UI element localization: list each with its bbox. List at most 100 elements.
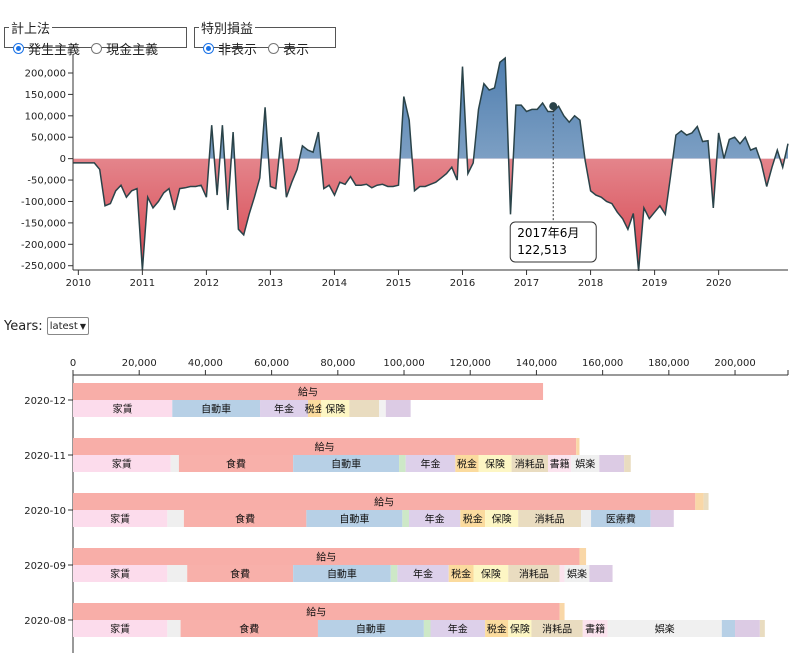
radio-cash[interactable]: 現金主義 <box>91 39 158 58</box>
expense-segment[interactable] <box>167 510 184 527</box>
expense-segment[interactable] <box>599 455 625 472</box>
expense-segment[interactable] <box>721 620 736 637</box>
years-select[interactable]: latest ▼ <box>46 317 89 335</box>
expense-segment[interactable] <box>321 400 350 417</box>
expense-segment[interactable] <box>187 565 294 582</box>
expense-segment[interactable] <box>170 455 179 472</box>
expense-segment-label: 保険 <box>481 568 501 581</box>
expense-segment[interactable] <box>508 620 532 637</box>
expense-segment-label: 書籍 <box>585 623 605 636</box>
expense-segment[interactable] <box>390 565 398 582</box>
expense-segment[interactable] <box>518 510 582 527</box>
expense-segment[interactable] <box>399 455 406 472</box>
expense-segment[interactable] <box>73 565 168 582</box>
expense-segment[interactable] <box>508 565 560 582</box>
expense-segment[interactable] <box>485 510 519 527</box>
tooltip-date: 2017年6月 <box>517 226 579 240</box>
expense-segment[interactable] <box>564 565 590 582</box>
expense-segment[interactable] <box>460 510 486 527</box>
expense-segment[interactable] <box>178 455 294 472</box>
bar-x-tick-label: 200,000 <box>714 358 755 369</box>
expense-segment[interactable] <box>73 400 173 417</box>
expense-segment[interactable] <box>624 455 631 472</box>
expense-segment[interactable] <box>73 510 168 527</box>
expense-segment[interactable] <box>73 455 171 472</box>
expense-segment[interactable] <box>167 620 181 637</box>
expense-segment[interactable] <box>385 400 411 417</box>
tooltip-marker[interactable] <box>549 102 558 111</box>
income-segment[interactable] <box>73 548 580 565</box>
x-tick-label: 2017 <box>514 278 539 289</box>
expense-segment[interactable] <box>402 510 409 527</box>
expense-segment[interactable] <box>591 510 651 527</box>
expense-segment-label: 食費 <box>230 568 250 581</box>
radio-show-indicator[interactable] <box>268 43 280 54</box>
income-segment[interactable] <box>579 548 587 565</box>
expense-segment[interactable] <box>293 565 391 582</box>
expense-segment[interactable] <box>408 510 461 527</box>
expense-segment[interactable] <box>485 620 509 637</box>
expense-segment[interactable] <box>183 510 307 527</box>
income-segment[interactable] <box>703 493 709 510</box>
radio-hide[interactable]: 非表示 <box>203 39 257 58</box>
expense-segment[interactable] <box>478 455 512 472</box>
radio-cash-indicator[interactable] <box>91 43 103 54</box>
radio-show[interactable]: 表示 <box>268 39 309 58</box>
tooltip-value: 122,513 <box>517 243 567 257</box>
expense-segment[interactable] <box>349 400 380 417</box>
expense-segment[interactable] <box>306 510 403 527</box>
expense-segment[interactable] <box>582 620 608 637</box>
expense-segment-label: 娯楽 <box>575 458 595 471</box>
years-label: Years: <box>4 318 43 334</box>
special-gains-legend: 特別損益 <box>201 22 254 37</box>
radio-accrual-indicator[interactable] <box>13 43 24 54</box>
accounting-method-group: 計上法 発生主義 現金主義 <box>4 18 187 58</box>
expense-segment[interactable] <box>308 400 322 417</box>
expense-segment[interactable] <box>167 565 188 582</box>
years-row: Years: latest ▼ <box>4 317 89 335</box>
expense-segment[interactable] <box>531 620 583 637</box>
expense-segment[interactable] <box>607 620 722 637</box>
expense-segment[interactable] <box>581 510 592 527</box>
income-segment[interactable] <box>695 493 704 510</box>
radio-accrual[interactable]: 発生主義 <box>13 39 80 58</box>
income-segment[interactable] <box>576 438 580 455</box>
expense-segment[interactable] <box>430 620 486 637</box>
expense-segment[interactable] <box>455 455 479 472</box>
expense-segment[interactable] <box>448 565 474 582</box>
expense-segment[interactable] <box>759 620 765 637</box>
expense-segment[interactable] <box>423 620 431 637</box>
expense-segment[interactable] <box>589 565 613 582</box>
expense-segment[interactable] <box>473 565 509 582</box>
income-segment[interactable] <box>73 493 696 510</box>
bar-x-tick-label: 100,000 <box>383 358 424 369</box>
radio-hide-indicator[interactable] <box>203 43 214 54</box>
income-segment[interactable] <box>559 603 565 620</box>
expense-segment[interactable] <box>548 455 572 472</box>
expense-segment[interactable] <box>571 455 600 472</box>
expense-segment[interactable] <box>260 400 309 417</box>
income-segment[interactable] <box>73 438 577 455</box>
x-tick-label: 2011 <box>130 278 155 289</box>
x-tick-label: 2015 <box>386 278 411 289</box>
expense-segment[interactable] <box>379 400 386 417</box>
expense-segment[interactable] <box>405 455 456 472</box>
expense-segment[interactable] <box>650 510 674 527</box>
expense-segment[interactable] <box>172 400 261 417</box>
expense-segment[interactable] <box>735 620 760 637</box>
expense-segment[interactable] <box>317 620 424 637</box>
x-tick-label: 2014 <box>322 278 347 289</box>
expense-segment-label: 年金 <box>274 403 294 416</box>
expense-segment[interactable] <box>511 455 549 472</box>
expense-segment[interactable] <box>180 620 318 637</box>
expense-segment[interactable] <box>397 565 449 582</box>
income-segment[interactable] <box>73 383 544 400</box>
expense-segment[interactable] <box>293 455 400 472</box>
bar-x-tick-label: 160,000 <box>582 358 623 369</box>
expense-segment[interactable] <box>73 620 168 637</box>
expense-segment[interactable] <box>559 565 565 582</box>
bar-y-tick-label: 2020-08 <box>24 616 66 627</box>
expense-segment-label: 家賃 <box>110 623 130 636</box>
income-segment[interactable] <box>73 603 560 620</box>
income-segment-label: 給与 <box>306 606 326 619</box>
